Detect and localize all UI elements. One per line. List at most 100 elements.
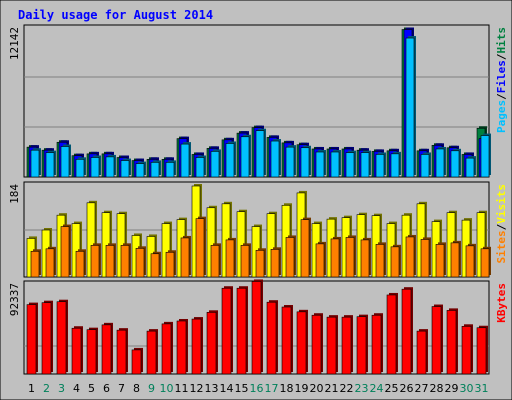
bar-sites-day-5: [90, 245, 100, 278]
bar-pages-day-11: [180, 143, 190, 178]
bar-sites-day-16: [255, 249, 265, 278]
x-tick-label-day-22: 22: [340, 382, 354, 395]
bar-kbytes-day-23: [356, 316, 367, 375]
legend-kbytes: KBytes: [495, 283, 508, 323]
ymax-label-hits-files-pages: 12142: [8, 27, 21, 60]
x-tick-label-day-14: 14: [220, 382, 234, 395]
x-tick-label-day-31: 31: [475, 382, 489, 395]
x-tick-label-day-16: 16: [250, 382, 264, 395]
bar-kbytes-day-25: [386, 294, 397, 375]
bar-sites-day-25: [390, 246, 400, 278]
bar-sites-day-4: [75, 250, 85, 278]
bar-kbytes-day-29: [446, 310, 457, 375]
legend-separator: /: [495, 93, 508, 100]
bar-pages-day-28: [435, 148, 445, 178]
x-tick-label-day-26: 26: [400, 382, 414, 395]
x-tick-label-day-12: 12: [190, 382, 204, 395]
x-tick-label-day-24: 24: [370, 382, 384, 395]
bar-sites-day-6: [105, 245, 115, 278]
bar-kbytes-day-20: [311, 314, 322, 375]
x-tick-label-day-27: 27: [415, 382, 429, 395]
bar-pages-day-22: [345, 152, 355, 178]
x-tick-label-day-13: 13: [205, 382, 219, 395]
legend-separator: /: [495, 53, 508, 60]
bar-sites-day-2: [45, 248, 55, 278]
x-tick-label-day-19: 19: [295, 382, 309, 395]
bar-pages-day-12: [195, 157, 205, 178]
x-tick-label-day-29: 29: [445, 382, 459, 395]
bar-kbytes-day-30: [461, 325, 472, 375]
x-tick-label-day-7: 7: [118, 382, 125, 395]
bar-pages-day-13: [210, 151, 220, 178]
bar-pages-day-17: [270, 140, 280, 178]
bar-pages-day-20: [315, 151, 325, 178]
bar-pages-day-1: [30, 149, 40, 178]
bar-sites-day-23: [360, 239, 370, 278]
bar-sites-day-22: [345, 237, 355, 278]
bar-kbytes-day-21: [326, 316, 337, 375]
bar-sites-day-28: [435, 244, 445, 278]
bar-sites-day-14: [225, 239, 235, 278]
x-tick-label-day-4: 4: [73, 382, 80, 395]
bar-pages-day-3: [60, 146, 70, 178]
bar-sites-day-29: [450, 242, 460, 278]
bar-pages-day-30: [465, 157, 475, 178]
bar-kbytes-day-12: [191, 318, 202, 375]
bar-pages-day-6: [105, 156, 115, 178]
bar-pages-day-10: [165, 162, 175, 178]
legend-hits-files-pages: Pages/Files/Hits: [495, 27, 508, 133]
bar-sites-day-31: [480, 248, 490, 278]
bar-kbytes-day-5: [86, 329, 97, 375]
bar-sites-day-21: [330, 238, 340, 278]
bar-sites-day-10: [165, 251, 175, 278]
bar-pages-day-9: [150, 162, 160, 178]
bar-pages-day-21: [330, 151, 340, 178]
bar-kbytes-day-11: [176, 320, 187, 375]
bar-kbytes-day-4: [71, 327, 82, 375]
bar-kbytes-day-28: [431, 306, 442, 375]
bar-sites-day-3: [60, 226, 70, 278]
bar-kbytes-day-17: [266, 301, 277, 375]
bar-kbytes-day-31: [476, 327, 487, 375]
bar-sites-day-17: [270, 249, 280, 278]
bar-sites-day-12: [195, 218, 205, 278]
bar-pages-day-18: [285, 146, 295, 178]
bar-kbytes-day-13: [206, 312, 217, 375]
x-tick-label-day-20: 20: [310, 382, 324, 395]
x-tick-label-day-17: 17: [265, 382, 279, 395]
bar-pages-day-7: [120, 160, 130, 178]
legend-item-kbytes: KBytes: [495, 283, 508, 323]
legend-item-files: Files: [495, 60, 508, 93]
legend-visits-sites: Sites/Visits: [495, 184, 508, 264]
x-tick-label-day-10: 10: [160, 382, 174, 395]
bar-pages-day-4: [75, 159, 85, 178]
bar-sites-day-19: [300, 219, 310, 278]
bar-kbytes-day-7: [116, 329, 127, 375]
ymax-label-kbytes: 92337: [8, 283, 21, 316]
bar-pages-day-24: [375, 154, 385, 178]
bar-sites-day-18: [285, 237, 295, 278]
x-tick-label-day-9: 9: [148, 382, 155, 395]
x-tick-label-day-21: 21: [325, 382, 339, 395]
bar-kbytes-day-6: [101, 324, 112, 375]
x-tick-label-day-18: 18: [280, 382, 294, 395]
bar-sites-day-9: [150, 253, 160, 278]
x-tick-label-day-25: 25: [385, 382, 399, 395]
x-tick-label-day-15: 15: [235, 382, 249, 395]
ymax-label-visits-sites: 184: [8, 184, 21, 204]
x-tick-label-day-3: 3: [58, 382, 65, 395]
legend-item-visits: Visits: [495, 184, 508, 224]
x-tick-label-day-1: 1: [28, 382, 35, 395]
bar-kbytes-day-22: [341, 316, 352, 375]
x-tick-label-day-28: 28: [430, 382, 444, 395]
bar-sites-day-7: [120, 245, 130, 278]
x-tick-label-day-2: 2: [43, 382, 50, 395]
bar-kbytes-day-9: [146, 330, 157, 375]
bar-kbytes-day-16: [251, 281, 262, 375]
legend-item-pages: Pages: [495, 100, 508, 133]
bar-pages-day-5: [90, 157, 100, 178]
bar-pages-day-16: [255, 130, 265, 178]
bar-sites-day-30: [465, 245, 475, 278]
bar-kbytes-day-24: [371, 314, 382, 375]
bar-sites-day-11: [180, 237, 190, 278]
